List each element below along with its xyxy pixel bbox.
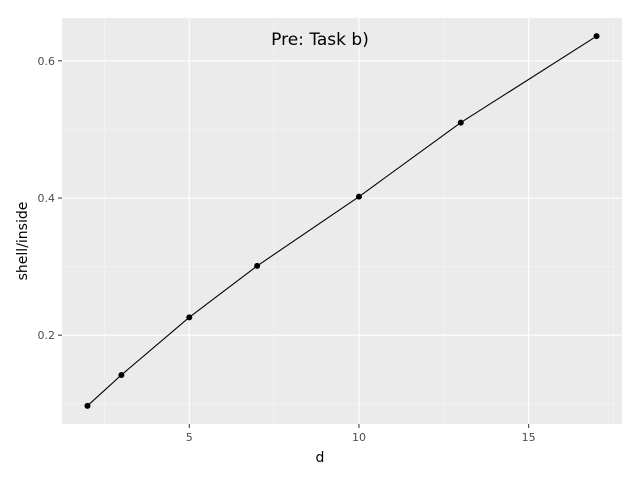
series-layer xyxy=(84,33,600,409)
data-point-6 xyxy=(593,33,600,40)
data-point-0 xyxy=(84,402,91,409)
y-tick-label-1: 0.4 xyxy=(38,192,56,205)
x-axis-title: d xyxy=(316,450,325,466)
minor-grid xyxy=(62,18,622,424)
y-tick-label-2: 0.6 xyxy=(38,55,56,68)
data-point-2 xyxy=(186,314,193,321)
plot-panel xyxy=(62,18,622,424)
y-axis-title: shell/inside xyxy=(15,202,31,281)
data-point-3 xyxy=(254,262,261,269)
x-tick-label-1: 10 xyxy=(352,431,366,444)
x-tick-label-2: 15 xyxy=(522,431,536,444)
data-point-4 xyxy=(355,193,362,200)
data-point-1 xyxy=(118,371,125,378)
y-tick-label-0: 0.2 xyxy=(38,329,56,342)
chart-title: Pre: Task b) xyxy=(271,30,369,50)
data-point-5 xyxy=(457,119,464,126)
axis-ticks: 5 10 15 0.2 0.4 0.6 xyxy=(38,55,536,444)
x-tick-label-0: 5 xyxy=(186,431,193,444)
major-grid xyxy=(62,18,622,424)
